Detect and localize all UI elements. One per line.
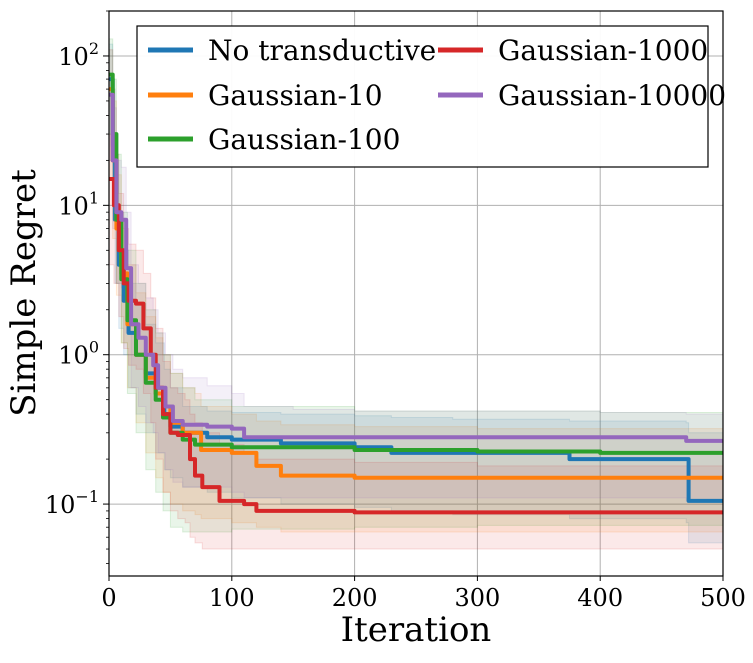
- plot-frame: [108, 10, 724, 577]
- y-tick-exponent: 2: [89, 39, 99, 58]
- x-tick-label: 400: [577, 584, 623, 612]
- series-line: [109, 92, 723, 443]
- y-tick-label: 102: [58, 39, 99, 71]
- legend: No transductive Gaussian-10 Gaussian-100 Ga…: [136, 25, 726, 168]
- legend-label: Gaussian-10000: [498, 79, 726, 112]
- legend-label: Gaussian-10: [208, 79, 383, 112]
- x-tick-label: 0: [101, 584, 116, 612]
- y-axis-label: Simple Regret: [4, 169, 44, 417]
- confidence-band: [109, 49, 723, 502]
- y-tick-label: 100: [58, 338, 99, 370]
- legend-label: Gaussian-100: [208, 123, 400, 156]
- legend-label: Gaussian-1000: [498, 34, 708, 67]
- x-tick-label: 300: [454, 584, 500, 612]
- series-line: [109, 177, 723, 515]
- confidence-band: [109, 43, 723, 544]
- series-lines: [109, 72, 723, 515]
- x-tick-label: 500: [700, 584, 746, 612]
- y-tick-base: 10: [58, 192, 89, 220]
- y-tick-base: 10: [58, 43, 89, 71]
- x-tick-label: 100: [209, 584, 255, 612]
- legend-box: [136, 25, 709, 168]
- y-tick-exponent: 1: [89, 188, 99, 207]
- y-tick-label: 101: [58, 188, 99, 220]
- legend-label: No transductive: [208, 34, 436, 67]
- x-axis-label: Iteration: [341, 610, 492, 650]
- y-tick-base: 10: [58, 342, 89, 370]
- confidence-band: [109, 133, 723, 550]
- x-tick-label: 200: [332, 584, 378, 612]
- confidence-band: [109, 38, 723, 533]
- y-tick-base: 10: [45, 491, 76, 519]
- y-tick-exponent: 0: [89, 338, 99, 357]
- y-tick-label: 10−1: [45, 487, 99, 519]
- y-tick-exponent: −1: [75, 487, 99, 506]
